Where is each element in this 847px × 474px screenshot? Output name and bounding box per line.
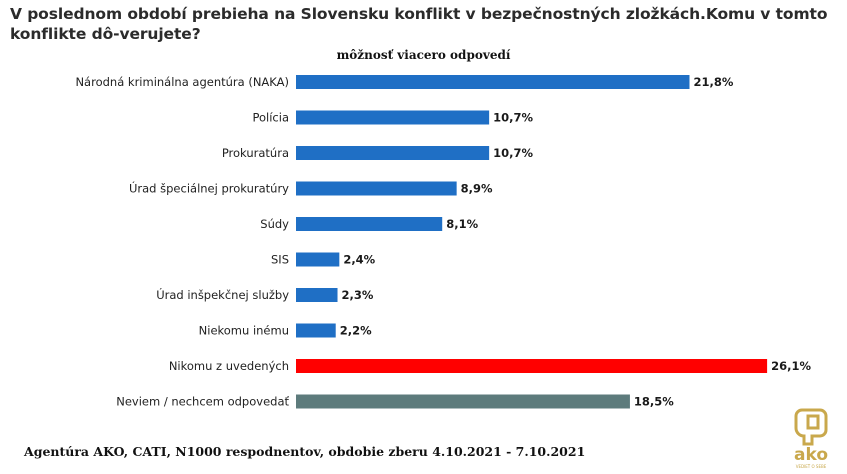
category-label: Polícia [252,111,289,125]
category-label: Súdy [260,217,289,231]
bar [296,252,340,267]
category-label: Národná kriminálna agentúra (NAKA) [75,75,289,89]
bar [296,359,768,373]
value-label: 10,7% [493,146,533,160]
bar [296,181,457,196]
logo-text: ako [794,445,828,465]
value-label: 2,4% [343,253,375,267]
value-label: 26,1% [771,359,811,373]
bar [296,394,630,409]
value-label: 2,3% [342,288,374,302]
bar-chart: Národná kriminálna agentúra (NAKA) 21,8% P… [75,75,811,409]
value-label: 10,7% [493,111,533,125]
bar [296,110,490,125]
value-label: 8,9% [461,182,493,196]
category-label: Nikomu z uvedených [169,359,289,373]
bar [296,288,338,302]
category-label: Prokuratúra [222,146,289,160]
bar [296,146,490,160]
value-label: 18,5% [634,395,674,409]
value-label: 2,2% [340,324,372,338]
chart-subtitle: môžnosť viacero odpovedí [336,48,511,62]
ako-logo: ako VEDIEŤ O SEBE [794,408,828,469]
category-label: Neviem / nechcem odpovedať [116,395,289,409]
category-label: Úrad inšpekčnej služby [156,287,289,302]
value-label: 8,1% [446,217,478,231]
bar [296,75,690,89]
logo-tagline: VEDIEŤ O SEBE [796,464,827,469]
bar [296,217,443,231]
chart-title: V poslednom období prebieha na Slovensku… [10,5,828,43]
category-label: Úrad špeciálnej prokuratúry [129,181,289,196]
source-footnote: Agentúra AKO, CATI, N1000 respodnentov, … [24,444,586,459]
value-label: 21,8% [693,75,733,89]
category-label: SIS [271,253,289,267]
bar [296,323,336,338]
category-label: Niekomu inému [199,324,289,338]
